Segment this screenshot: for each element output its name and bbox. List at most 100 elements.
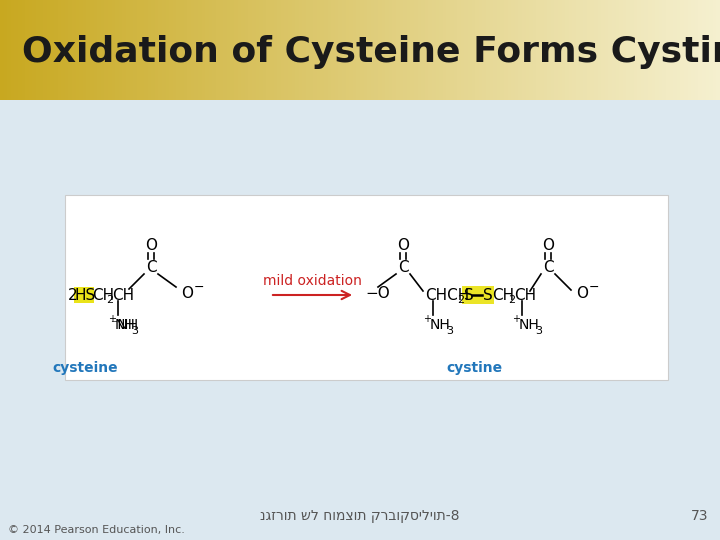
Polygon shape [400,0,403,100]
Polygon shape [691,0,695,100]
Polygon shape [317,0,320,100]
Polygon shape [248,0,252,100]
Text: Oxidation of Cysteine Forms Cystine: Oxidation of Cysteine Forms Cystine [22,35,720,69]
Polygon shape [54,0,58,100]
Polygon shape [706,0,709,100]
Polygon shape [158,0,162,100]
Polygon shape [454,0,457,100]
Polygon shape [389,0,392,100]
Text: O: O [181,286,193,300]
Polygon shape [241,0,245,100]
Text: cysteine: cysteine [52,361,118,375]
Polygon shape [198,0,202,100]
Polygon shape [634,0,637,100]
Polygon shape [450,0,454,100]
Polygon shape [252,0,256,100]
Polygon shape [666,0,670,100]
Polygon shape [508,0,511,100]
Polygon shape [162,0,166,100]
Polygon shape [374,0,378,100]
Polygon shape [97,0,101,100]
Text: CH: CH [92,287,114,302]
Polygon shape [565,0,569,100]
Polygon shape [486,0,490,100]
Polygon shape [166,0,169,100]
Polygon shape [385,0,389,100]
Polygon shape [504,0,508,100]
Polygon shape [403,0,407,100]
Polygon shape [414,0,418,100]
Polygon shape [259,0,263,100]
Polygon shape [587,0,590,100]
Polygon shape [108,0,112,100]
Polygon shape [151,0,155,100]
Polygon shape [461,0,464,100]
Polygon shape [104,0,108,100]
Polygon shape [518,0,522,100]
Text: CH: CH [492,287,514,302]
Polygon shape [18,0,22,100]
Polygon shape [58,0,61,100]
Polygon shape [324,0,328,100]
Polygon shape [173,0,176,100]
Polygon shape [155,0,158,100]
Polygon shape [14,0,18,100]
Polygon shape [292,0,295,100]
Text: cystine: cystine [446,361,502,375]
Polygon shape [245,0,248,100]
Polygon shape [122,0,126,100]
Text: +: + [512,314,520,324]
Polygon shape [670,0,673,100]
Text: S: S [464,287,474,302]
Text: 2: 2 [457,295,464,305]
Polygon shape [464,0,468,100]
Text: +: + [423,314,431,324]
Polygon shape [284,0,288,100]
Polygon shape [205,0,209,100]
Polygon shape [623,0,626,100]
Polygon shape [396,0,400,100]
Polygon shape [716,0,720,100]
Text: HS: HS [75,287,96,302]
Polygon shape [680,0,684,100]
Text: C: C [397,260,408,274]
Polygon shape [576,0,580,100]
Polygon shape [616,0,619,100]
Polygon shape [65,0,68,100]
Polygon shape [61,0,65,100]
Polygon shape [407,0,410,100]
Polygon shape [554,0,558,100]
Polygon shape [270,0,274,100]
Polygon shape [346,0,349,100]
Polygon shape [140,0,144,100]
Polygon shape [479,0,482,100]
Polygon shape [338,0,342,100]
Polygon shape [187,0,191,100]
Polygon shape [695,0,698,100]
Polygon shape [364,0,367,100]
Polygon shape [227,0,230,100]
Polygon shape [652,0,655,100]
Polygon shape [274,0,277,100]
Polygon shape [612,0,616,100]
Text: 2: 2 [508,295,515,305]
Polygon shape [356,0,360,100]
Polygon shape [371,0,374,100]
Polygon shape [148,0,151,100]
Polygon shape [551,0,554,100]
Polygon shape [511,0,515,100]
Polygon shape [637,0,641,100]
Polygon shape [659,0,662,100]
Polygon shape [133,0,137,100]
Polygon shape [256,0,259,100]
Text: נגזרות של חומצות קרבוקסיליות-8: נגזרות של חומצות קרבוקסיליות-8 [260,509,460,523]
Text: © 2014 Pearson Education, Inc.: © 2014 Pearson Education, Inc. [8,525,185,535]
Polygon shape [608,0,612,100]
Text: C: C [543,260,553,274]
Polygon shape [115,0,119,100]
Polygon shape [630,0,634,100]
Polygon shape [295,0,299,100]
Text: O: O [145,238,157,253]
Polygon shape [43,0,47,100]
Polygon shape [202,0,205,100]
